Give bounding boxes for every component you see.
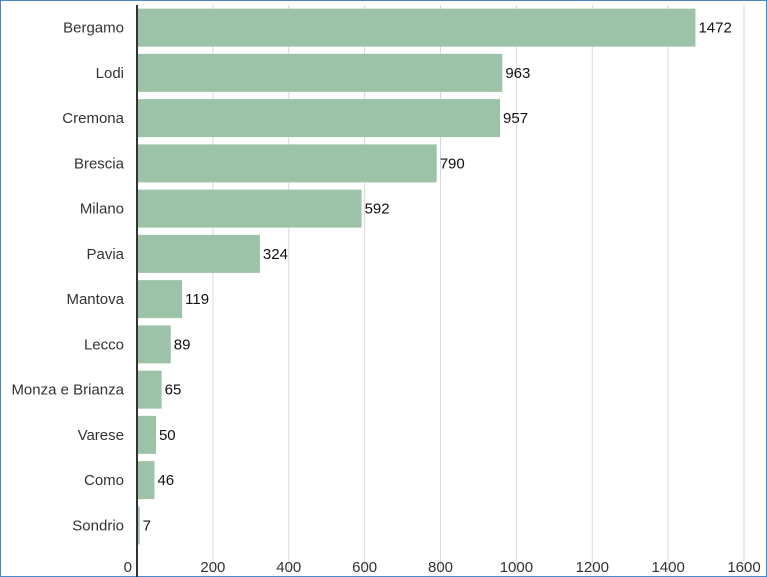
category-label: Bergamo	[63, 20, 124, 37]
category-label: Monza e Brianza	[11, 382, 124, 399]
bars	[137, 8, 696, 545]
value-label: 324	[263, 246, 288, 263]
value-label: 46	[157, 472, 174, 489]
bar	[137, 144, 437, 183]
bar	[137, 280, 183, 319]
value-label: 790	[440, 155, 465, 172]
value-label: 1472	[698, 20, 731, 37]
bar	[137, 53, 503, 92]
category-label: Milano	[80, 201, 124, 218]
value-label: 957	[503, 110, 528, 127]
x-tick-label: 0	[124, 559, 132, 576]
category-labels: Bergamo Lodi Cremona Brescia Milano Pavia Mant…	[11, 20, 124, 535]
category-label: Mantova	[66, 291, 124, 308]
bar	[137, 370, 162, 409]
value-label: 119	[185, 291, 209, 308]
bar	[137, 189, 362, 228]
value-label: 7	[143, 517, 151, 534]
category-label: Lodi	[96, 65, 124, 82]
x-tick-label: 600	[352, 559, 377, 576]
x-tick-label: 1600	[727, 559, 760, 576]
x-tick-labels: 0 200 400 600 800 1000 1200 1400 1600	[124, 559, 761, 576]
category-label: Como	[84, 472, 124, 489]
x-tick-label: 1200	[576, 559, 609, 576]
bar	[137, 506, 140, 545]
x-tick-label: 800	[428, 559, 453, 576]
x-tick-label: 200	[200, 559, 225, 576]
bar	[137, 325, 171, 364]
value-labels: 1472 963 957 790 592 324 119 89 65 50 46 7	[143, 20, 732, 535]
x-tick-label: 1000	[500, 559, 533, 576]
value-label: 592	[365, 201, 390, 218]
category-label: Sondrio	[72, 517, 124, 534]
value-label: 89	[174, 336, 191, 353]
value-label: 50	[159, 427, 176, 444]
category-label: Lecco	[84, 336, 124, 353]
category-label: Pavia	[86, 246, 124, 263]
bar	[137, 415, 156, 454]
x-tick-label: 1400	[651, 559, 684, 576]
bar	[137, 99, 501, 138]
value-label: 65	[165, 382, 182, 399]
bar	[137, 8, 696, 47]
value-label: 963	[505, 65, 530, 82]
x-tick-label: 400	[276, 559, 301, 576]
bar	[137, 461, 155, 500]
category-label: Cremona	[62, 110, 124, 127]
bar	[137, 234, 260, 273]
category-label: Varese	[78, 427, 124, 444]
category-label: Brescia	[74, 155, 125, 172]
